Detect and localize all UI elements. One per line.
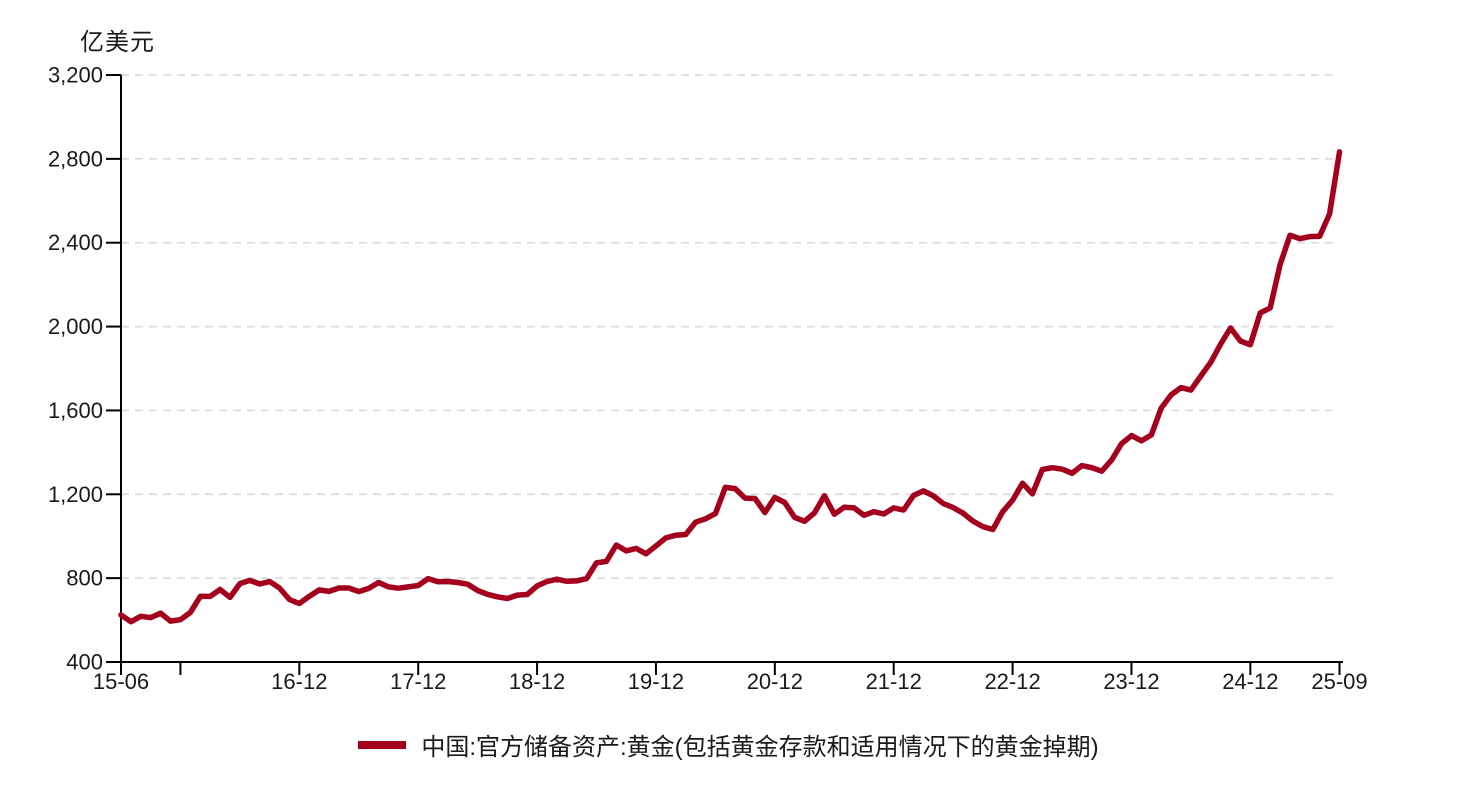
legend: 中国:官方储备资产:黄金(包括黄金存款和适用情况下的黄金掉期) — [0, 727, 1457, 762]
x-tick-label: 20-12 — [747, 669, 803, 694]
x-tick-label: 15-06 — [93, 669, 149, 694]
x-tick-label: 16-12 — [271, 669, 327, 694]
legend-line-swatch — [358, 740, 407, 749]
x-tick-label: 21-12 — [866, 669, 922, 694]
y-tick-label: 800 — [66, 566, 103, 591]
x-tick-label: 24-12 — [1222, 669, 1278, 694]
chart-canvas: 400 800 1,200 1,600 2,000 2,400 2,800 3,200 15-0… — [48, 63, 1368, 695]
y-tick-label: 2,800 — [48, 146, 103, 171]
y-tick-label: 1,200 — [48, 482, 103, 507]
y-tick-label: 400 — [66, 650, 103, 675]
legend-series-label: 中国:官方储备资产:黄金(包括黄金存款和适用情况下的黄金掉期) — [421, 734, 1099, 761]
y-tick-label: 3,200 — [48, 63, 103, 88]
x-tick-label: 19-12 — [628, 669, 684, 694]
y-tick-label: 2,000 — [48, 314, 103, 339]
y-tick-label: 2,400 — [48, 230, 103, 255]
x-tick-label: 23-12 — [1103, 669, 1159, 694]
y-tick-label: 1,600 — [48, 398, 103, 423]
series-line — [118, 149, 1343, 625]
x-tick-label: 17-12 — [390, 669, 446, 694]
x-tick-label: 25-09 — [1311, 669, 1367, 694]
x-tick-label: 18-12 — [509, 669, 565, 694]
x-tick-label: 22-12 — [984, 669, 1040, 694]
y-axis-unit-label: 亿美元 — [80, 29, 155, 56]
